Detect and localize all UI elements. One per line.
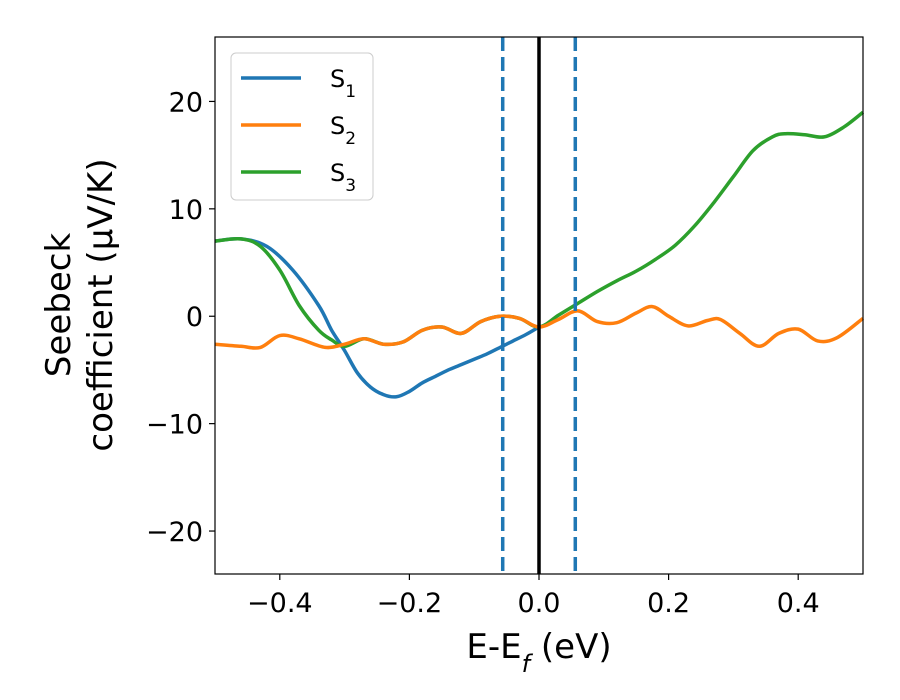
x-axis-label: E-Ef (eV) (466, 627, 611, 678)
x-tick-label: 0.4 (777, 588, 820, 619)
y-axis-label-line-2: coefficient (μV/K) (81, 158, 121, 451)
x-tick-label: 0.2 (647, 588, 690, 619)
series-line-s1 (214, 236, 540, 399)
y-axis: −20 −10 0 10 20 (146, 87, 215, 548)
legend-box (230, 52, 374, 201)
reference-lines (500, 37, 578, 574)
y-tick-label: 20 (169, 87, 203, 118)
y-axis-label-line-1: Seebeck (39, 233, 79, 378)
x-tick-label: −0.4 (247, 588, 313, 619)
x-axis: −0.4 −0.2 0.0 0.2 0.4 (247, 574, 820, 619)
legend: S1 S2 S3 (230, 52, 374, 201)
y-tick-label: 0 (186, 302, 203, 333)
y-axis-label: Seebeck coefficient (μV/K) (39, 158, 121, 451)
legend-label-s3: S3 (330, 159, 356, 196)
y-tick-label: 10 (169, 195, 203, 226)
legend-label-s1: S1 (330, 65, 356, 102)
series-line-s2 (214, 304, 865, 350)
y-tick-label: −10 (146, 410, 203, 441)
legend-label-s2: S2 (330, 112, 356, 149)
legend-items: S1 S2 S3 (241, 65, 356, 196)
x-tick-label: 0.0 (518, 588, 561, 619)
y-tick-label: −20 (146, 517, 203, 548)
x-tick-label: −0.2 (377, 588, 443, 619)
